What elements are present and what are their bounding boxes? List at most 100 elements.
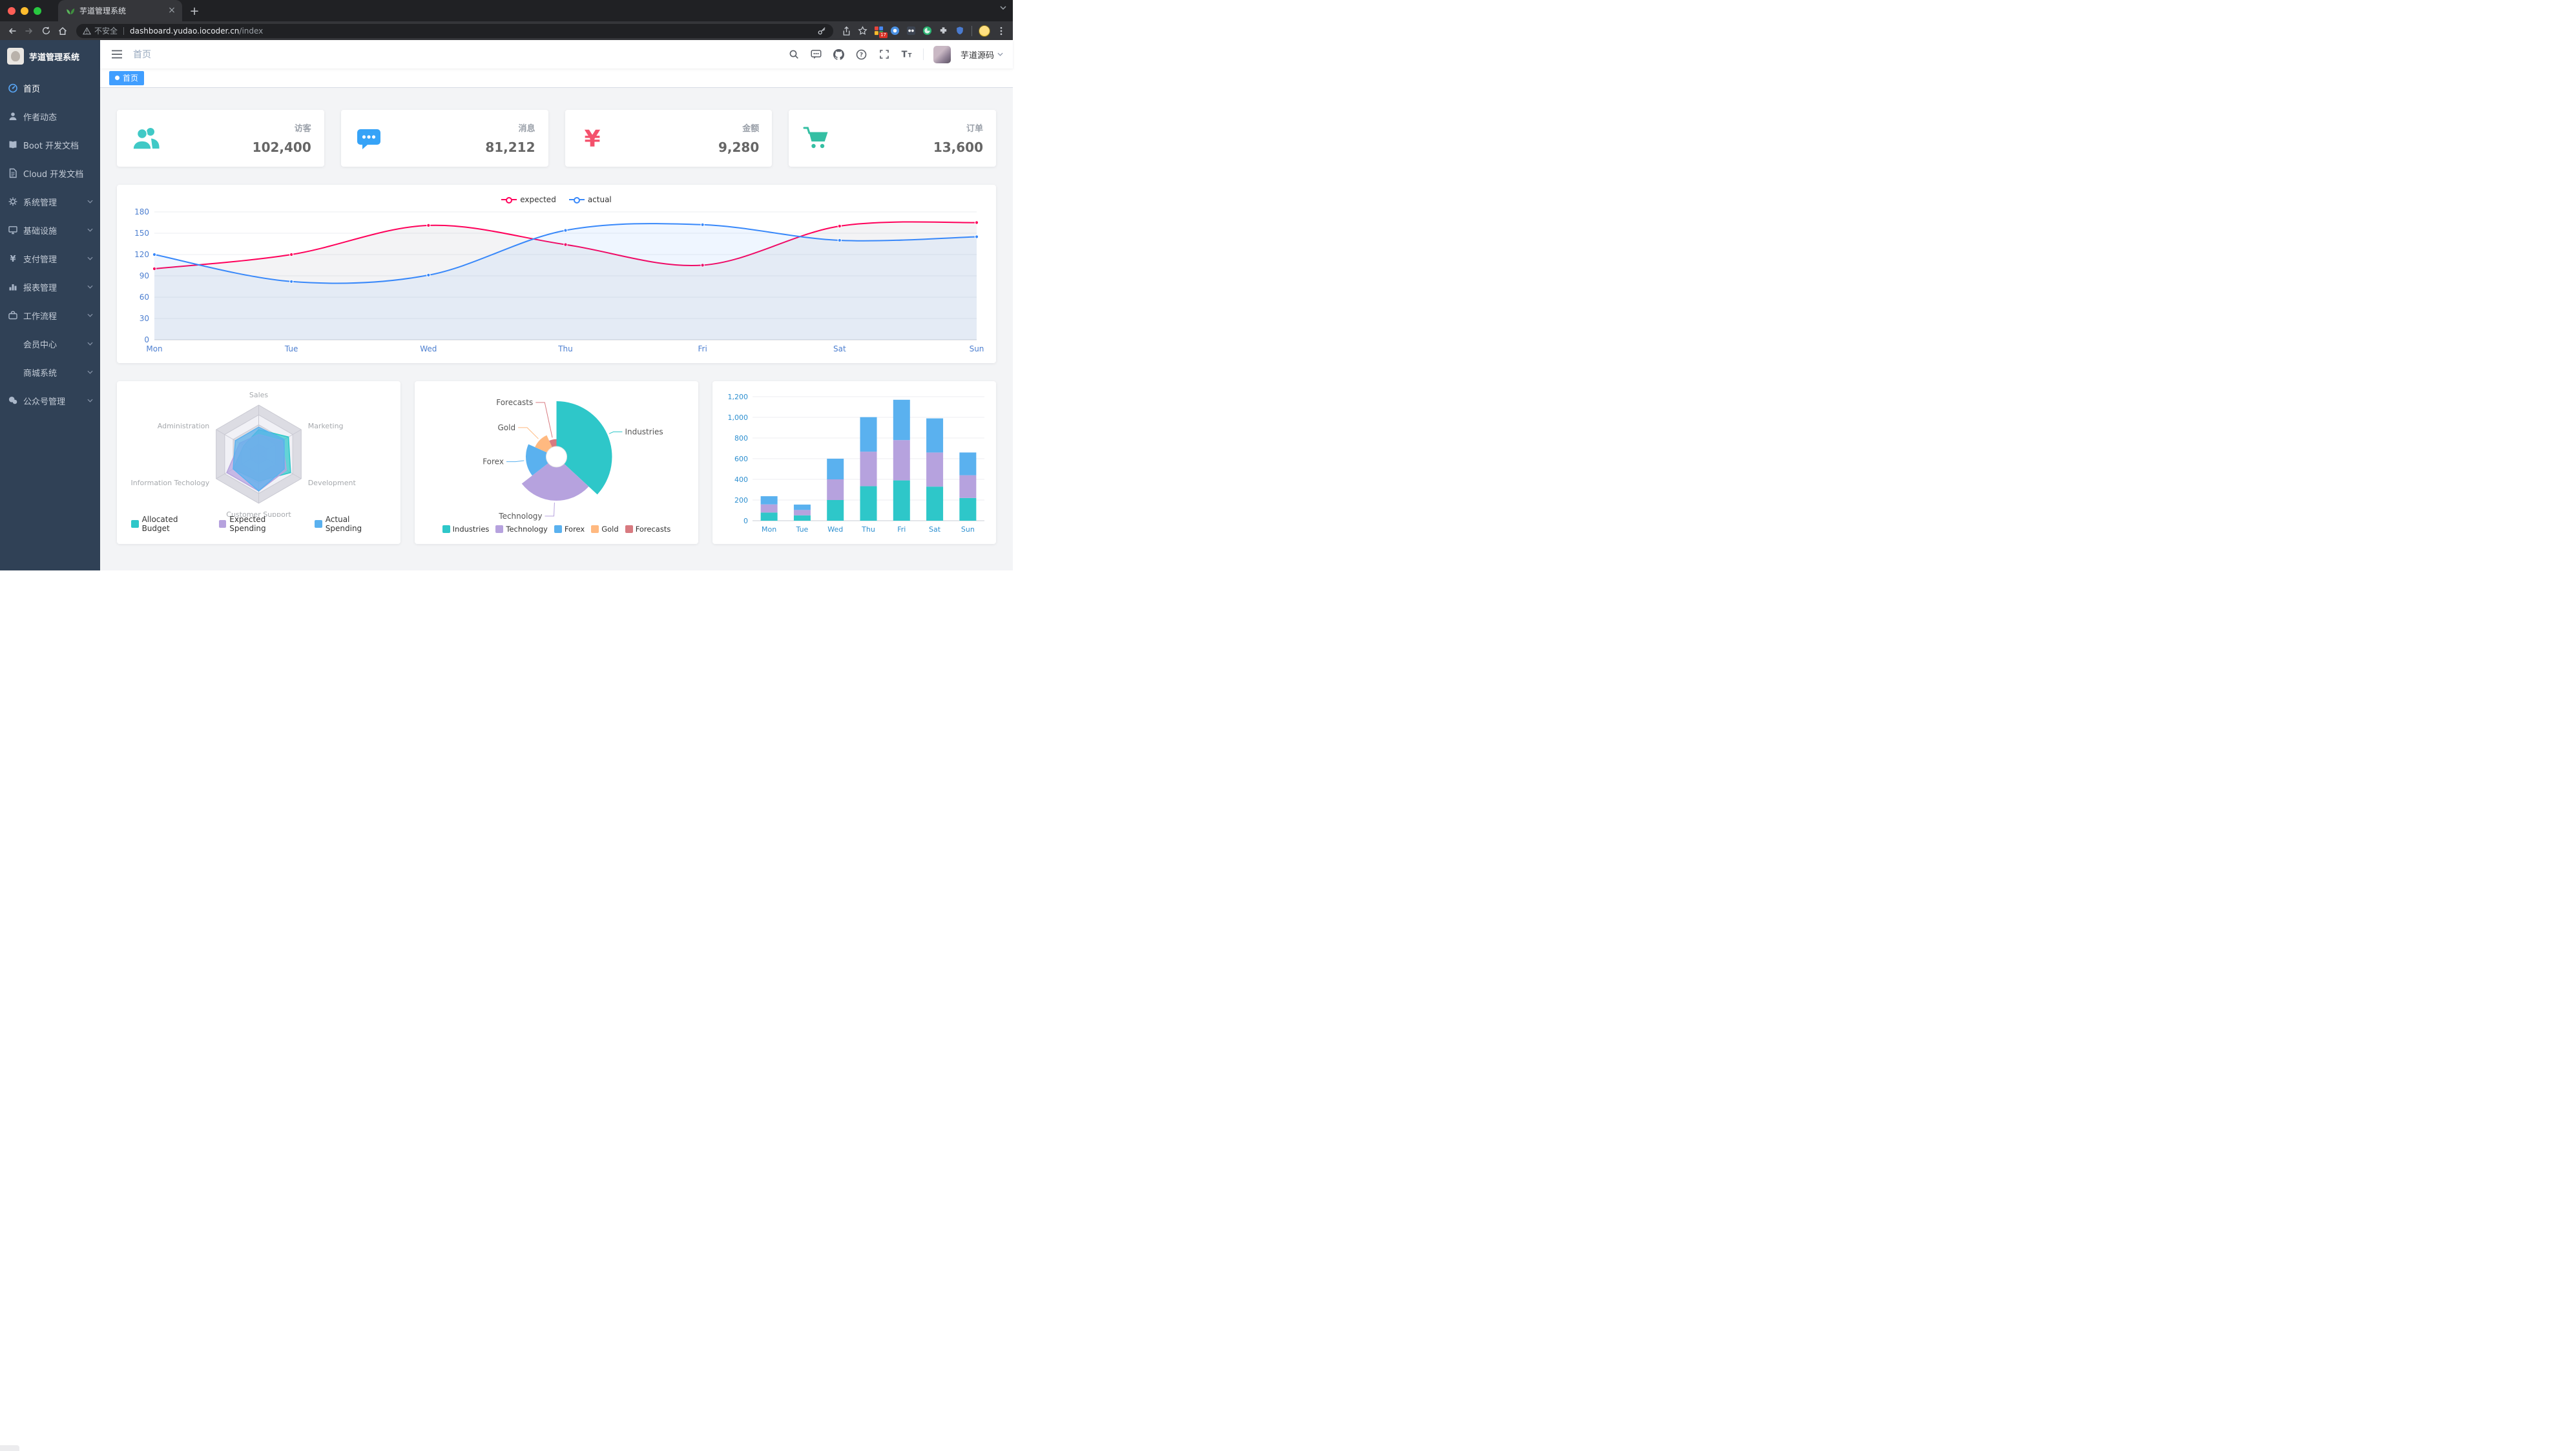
- password-key-icon[interactable]: [817, 26, 827, 36]
- sidebar-item-payments[interactable]: ¥ 支付管理: [0, 244, 100, 273]
- bookmark-star-icon[interactable]: [857, 25, 868, 36]
- link-preview-bubble: [0, 1445, 19, 1451]
- sidebar-item-label: 报表管理: [23, 283, 57, 293]
- stat-card-amount[interactable]: ¥ 金额 9,280: [565, 110, 773, 167]
- zoom-window-button[interactable]: [34, 7, 41, 15]
- new-tab-button[interactable]: +: [189, 4, 200, 18]
- app-logo-row[interactable]: 芋道管理系统: [0, 40, 100, 72]
- sidebar-item-label: 会员中心: [23, 340, 57, 350]
- security-label[interactable]: 不安全: [94, 26, 118, 36]
- profile-avatar[interactable]: [979, 25, 990, 37]
- svg-text:Forecasts: Forecasts: [496, 398, 533, 407]
- svg-text:30: 30: [140, 314, 149, 323]
- security-warning-icon[interactable]: [83, 26, 91, 35]
- forward-button[interactable]: [21, 23, 37, 39]
- caret-down-icon: [997, 52, 1003, 56]
- help-icon[interactable]: ?: [855, 48, 868, 61]
- line-chart-svg[interactable]: 0 30 60 90 120 150 180 Mon Tue Wed Thu Fri Sat Sun: [127, 207, 986, 357]
- svg-text:600: 600: [734, 455, 748, 463]
- legend-item-forecasts[interactable]: Forecasts: [625, 525, 670, 534]
- app-logo: [7, 48, 24, 65]
- sidebar-toggle-icon[interactable]: [110, 47, 124, 61]
- legend-item-expected[interactable]: expected: [501, 195, 556, 204]
- sidebar-item-infrastructure[interactable]: 基础设施: [0, 216, 100, 244]
- sidebar-item-boot-docs[interactable]: Boot 开发文档: [0, 130, 100, 159]
- github-icon[interactable]: [833, 48, 846, 61]
- user-avatar[interactable]: [933, 45, 951, 63]
- green-extension-icon[interactable]: [922, 25, 933, 36]
- legend-swatch: [625, 525, 633, 534]
- navbar-divider: [922, 48, 924, 60]
- sidebar-item-label: 作者动态: [23, 112, 57, 123]
- tab-close-icon[interactable]: ×: [168, 5, 176, 16]
- search-icon[interactable]: [787, 48, 800, 61]
- tag-home[interactable]: 首页: [109, 70, 145, 85]
- close-window-button[interactable]: [8, 7, 16, 15]
- sidebar-item-reports[interactable]: 报表管理: [0, 273, 100, 301]
- user-menu[interactable]: 芋道源码: [961, 48, 1003, 61]
- tab-search-chevron-icon[interactable]: [1000, 6, 1006, 10]
- sidebar-item-mall-system[interactable]: 商城系统: [0, 358, 100, 386]
- home-button[interactable]: [54, 23, 71, 39]
- address-bar[interactable]: 不安全 dashboard.yudao.iocoder.cn /index: [76, 23, 833, 38]
- sidebar-item-wechat-mp[interactable]: 公众号管理: [0, 386, 100, 415]
- yen-money-icon: ¥: [579, 125, 605, 151]
- legend-label: Gold: [601, 525, 619, 534]
- legend-label: expected: [520, 195, 556, 204]
- legend-label: Technology: [506, 525, 548, 534]
- chat-extension-icon[interactable]: [889, 25, 900, 36]
- svg-text:Tue: Tue: [284, 344, 298, 353]
- sidebar-item-label: 工作流程: [23, 311, 57, 322]
- legend-item-allocated-budget[interactable]: Allocated Budget: [131, 515, 206, 533]
- toolbar-separator: [971, 25, 972, 36]
- sidebar-item-label: 系统管理: [23, 198, 57, 208]
- share-icon[interactable]: [841, 25, 852, 36]
- gear-icon: [8, 196, 18, 207]
- extension-grid-icon[interactable]: 17: [873, 25, 888, 38]
- sidebar-item-home[interactable]: 首页: [0, 74, 100, 102]
- sidebar-item-cloud-docs[interactable]: Cloud 开发文档: [0, 159, 100, 187]
- wechat-icon: [8, 395, 18, 406]
- minimize-window-button[interactable]: [21, 7, 28, 15]
- breadcrumb[interactable]: 首页: [133, 50, 151, 60]
- sidebar-item-author-news[interactable]: 作者动态: [0, 102, 100, 130]
- legend-item-actual-spending[interactable]: Actual Spending: [315, 515, 386, 533]
- legend-item-expected-spending[interactable]: Expected Spending: [218, 515, 302, 533]
- pie-chart-legend: Industries Technology Forex Gold Forecasts: [439, 522, 674, 536]
- svg-text:Information Techology: Information Techology: [130, 479, 209, 487]
- dashboard-icon: [8, 83, 18, 93]
- bar-chart-svg[interactable]: 0 200 400 600 800 1,000 1,200 Mon Tue Wed Thu Fri Sa…: [720, 389, 988, 536]
- fullscreen-icon[interactable]: [878, 48, 891, 61]
- browser-menu-icon[interactable]: [995, 25, 1006, 36]
- back-button[interactable]: [4, 23, 21, 39]
- legend-item-actual[interactable]: actual: [568, 195, 612, 204]
- reload-button[interactable]: [37, 23, 54, 39]
- shield-extension-icon[interactable]: [954, 25, 965, 36]
- stat-label: 金额: [742, 124, 760, 134]
- legend-label: Forex: [564, 525, 585, 534]
- stat-card-visitors[interactable]: 访客 102,400: [117, 110, 324, 167]
- sidebar-item-workflow[interactable]: 工作流程: [0, 301, 100, 329]
- sidebar-item-system[interactable]: 系统管理: [0, 187, 100, 216]
- puzzle-extensions-icon[interactable]: [938, 25, 949, 36]
- stat-card-messages[interactable]: 消息 81,212: [340, 110, 548, 167]
- svg-text:180: 180: [134, 207, 149, 216]
- legend-swatch: [591, 525, 599, 534]
- browser-tab[interactable]: 芋道管理系统 ×: [58, 0, 182, 21]
- message-icon[interactable]: [810, 48, 823, 61]
- legend-item-industries[interactable]: Industries: [442, 525, 489, 534]
- stat-label: 消息: [518, 124, 535, 134]
- browser-toolbar: 不安全 dashboard.yudao.iocoder.cn /index 17: [0, 21, 1013, 40]
- username: 芋道源码: [960, 50, 994, 61]
- legend-swatch: [218, 520, 227, 528]
- svg-text:T: T: [908, 53, 912, 59]
- legend-item-gold[interactable]: Gold: [591, 525, 619, 534]
- sidebar-item-member-center[interactable]: 会员中心: [0, 329, 100, 358]
- pie-chart-svg[interactable]: Industries Technology Forex Gold Forecasts: [422, 389, 691, 522]
- stat-card-orders[interactable]: 订单 13,600: [789, 110, 996, 167]
- legend-item-forex[interactable]: Forex: [554, 525, 585, 534]
- legend-item-technology[interactable]: Technology: [495, 525, 548, 534]
- radar-chart-svg[interactable]: Sales Administration Information Techology…: [125, 389, 393, 517]
- tampermonkey-icon[interactable]: [906, 25, 917, 36]
